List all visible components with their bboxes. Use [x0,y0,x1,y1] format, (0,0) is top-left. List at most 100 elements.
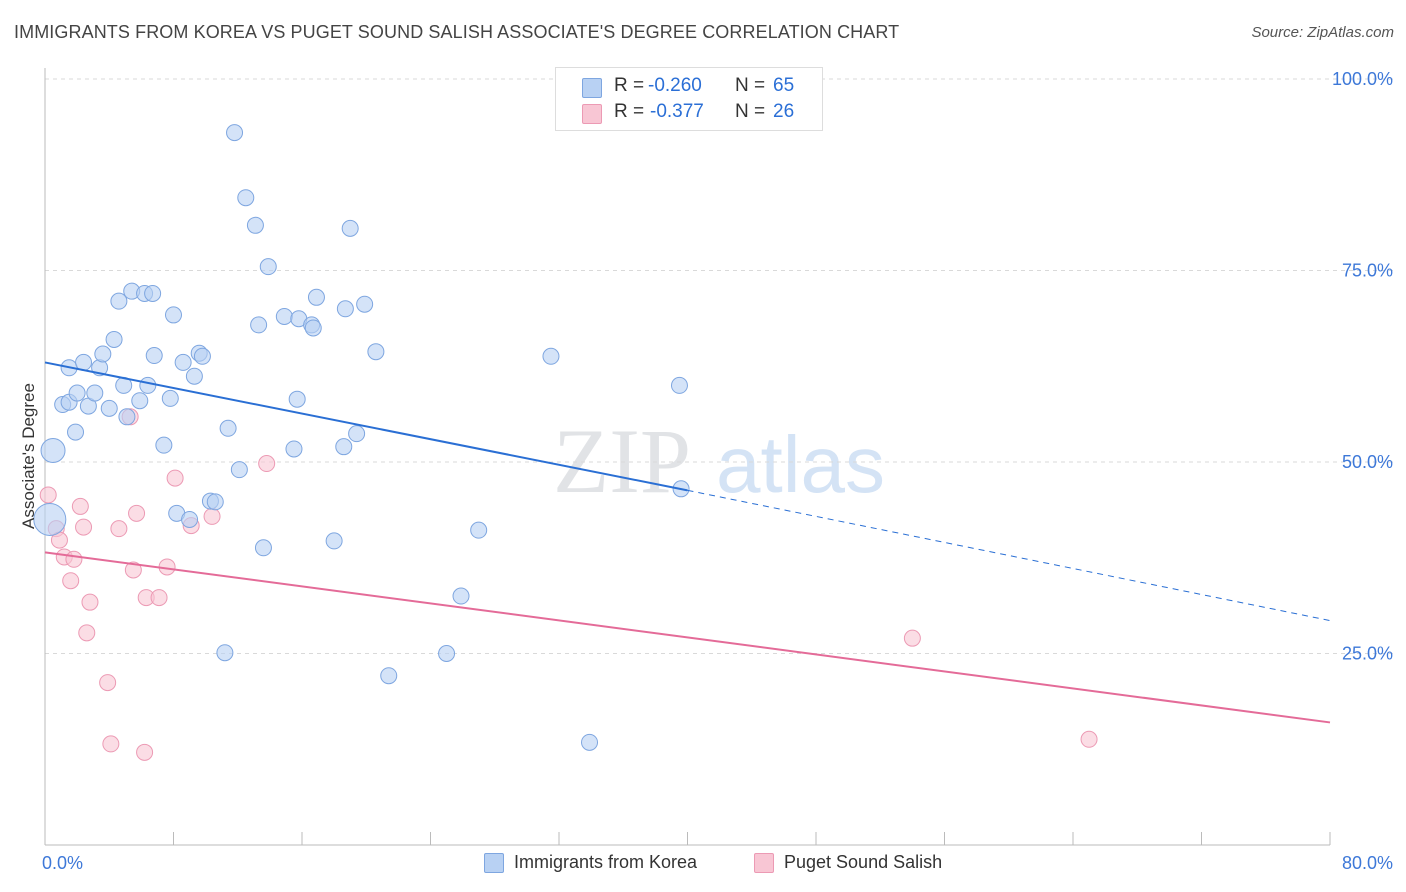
salish-point [110,520,128,538]
korea-point [307,288,325,306]
korea-point [219,419,237,437]
watermark: ZIP atlas [553,410,885,512]
korea-point [165,306,182,324]
salish-point [903,629,921,647]
trend-lines [44,361,1331,724]
y-axis-label: Associate's Degree [19,383,38,529]
gridlines [45,78,1395,654]
salish-point [166,469,184,487]
korea-point [94,345,112,363]
salish-point [78,624,96,642]
korea-trend-extension [687,489,1331,622]
salish-point [81,593,99,611]
salish-point [128,504,146,522]
korea-swatch [582,78,602,98]
korea-point [542,347,560,365]
korea-point [367,343,385,361]
korea-point [193,347,211,365]
korea-point [470,521,488,539]
chart-title: IMMIGRANTS FROM KOREA VS PUGET SOUND SAL… [14,22,900,42]
y-tick-label: 50.0% [1342,452,1393,472]
salish-legend-swatch [754,853,774,873]
korea-point [144,284,162,302]
salish-point [62,572,80,590]
y-tick-label: 25.0% [1342,644,1393,664]
salish-point [99,674,117,692]
salish-point [75,518,93,536]
watermark-atlas: atlas [716,420,885,509]
korea-legend-label: Immigrants from Korea [514,852,698,872]
korea-point [237,189,255,207]
korea-point [356,295,374,313]
legend-n-label: N = [735,75,766,96]
korea-point [226,124,244,142]
korea-point [304,319,322,337]
korea-point [174,353,192,371]
y-tick-label: 75.0% [1342,261,1393,281]
korea-point [145,347,163,365]
korea-point [131,392,149,410]
korea-point [86,384,104,402]
salish-point [1080,730,1098,748]
korea-trend-line [44,361,688,492]
x-tick-label-max: 80.0% [1342,853,1393,873]
korea-point [161,389,179,407]
korea-point [246,216,264,234]
korea-point [336,300,354,318]
korea-points [33,124,690,751]
salish-point [71,497,89,515]
stats-legend: R = -0.260 N = 65 R = -0.377 N = 26 [555,67,823,131]
salish-point [258,455,276,473]
korea-point [139,376,157,394]
salish-point [39,486,57,504]
korea-point [581,733,599,751]
salish-legend-label: Puget Sound Salish [784,852,943,872]
korea-point [185,367,203,385]
legend-n-value-korea: 65 [773,75,795,96]
korea-point [325,532,343,550]
salish-point [150,589,168,607]
korea-point [67,423,85,441]
legend-r-value-korea: -0.260 [648,75,702,96]
salish-point [203,507,221,525]
legend-n-label: N = [735,101,766,122]
korea-point [341,219,359,237]
korea-point [259,258,277,276]
korea-point [118,408,136,426]
korea-point [110,292,128,310]
korea-point [33,502,67,536]
salish-point [102,735,120,753]
korea-point [380,667,398,685]
korea-point [275,307,293,325]
korea-point [335,438,353,456]
y-tick-label: 100.0% [1332,69,1393,89]
legend-n-value-salish: 26 [773,101,795,122]
korea-point [206,493,224,511]
korea-point [438,645,456,662]
legend-r-label: R = [614,101,645,122]
salish-trend-line [44,551,1331,724]
watermark-zip: ZIP [553,410,691,512]
y-tick-labels: 25.0% 50.0% 75.0% 100.0% [1332,69,1393,664]
korea-point [670,376,688,394]
legend-r-value-salish: -0.377 [650,101,704,122]
korea-point [288,390,306,408]
korea-point [230,461,248,479]
korea-point [348,425,366,443]
korea-legend-swatch [484,853,504,873]
korea-point [452,587,470,605]
korea-point [155,436,173,454]
korea-point [216,644,234,662]
x-tick-label-min: 0.0% [42,853,83,873]
korea-point [285,440,303,458]
korea-point [250,316,268,334]
legend-r-label: R = [614,75,645,96]
source-label: Source: ZipAtlas.com [1251,24,1394,41]
salish-swatch [582,104,602,124]
salish-point [136,743,154,761]
korea-point [100,399,118,417]
salish-point [65,550,83,568]
korea-point [254,539,272,557]
korea-point [181,510,199,528]
